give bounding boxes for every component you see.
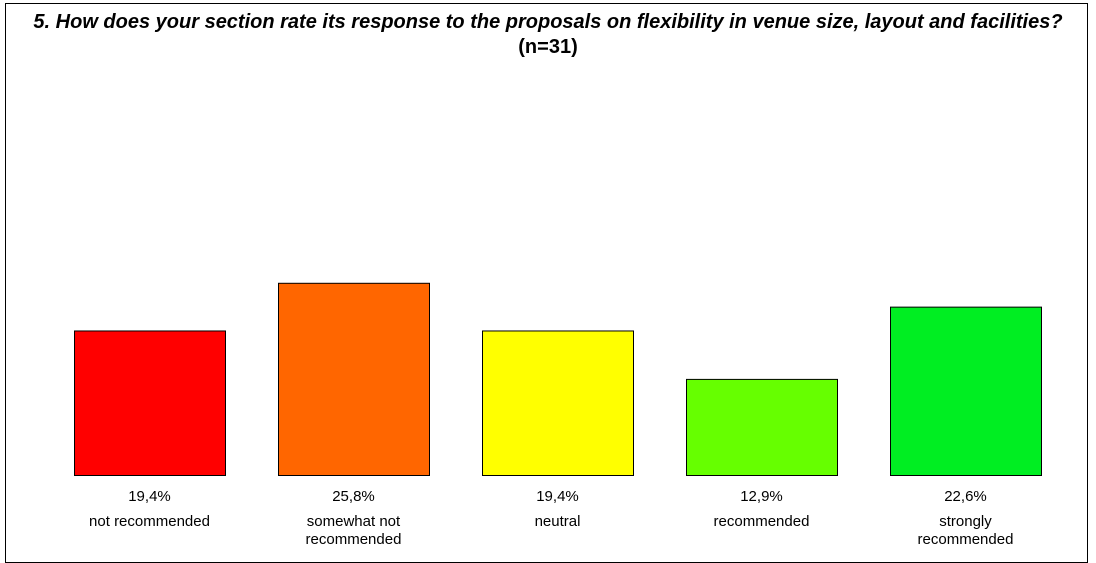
bar-not-recommended [74, 330, 226, 476]
category-label-not-recommended: not recommended [89, 513, 210, 530]
chart-sample-size: (n=31) [518, 36, 578, 58]
chart-question: 5. How does your section rate its respon… [33, 11, 1063, 33]
category-label-somewhat-not-recommended-line-1: somewhat not [307, 513, 401, 530]
category-label-somewhat-not-recommended-line-2: recommended [306, 531, 402, 547]
value-label-somewhat-not-recommended: 25,8% [332, 488, 375, 505]
category-label-neutral: neutral [535, 513, 581, 530]
bar-recommended [686, 378, 838, 476]
value-label-recommended: 12,9% [740, 488, 783, 505]
category-label-strongly-recommended-line-2: recommended [918, 531, 1014, 547]
bar-neutral [482, 330, 634, 476]
category-label-recommended: recommended [714, 513, 810, 530]
bar-group [74, 282, 1042, 477]
chart-title: 5. How does your section rate its respon… [20, 10, 1076, 60]
value-label-not-recommended: 19,4% [128, 488, 171, 505]
value-label-neutral: 19,4% [536, 488, 579, 505]
value-label-strongly-recommended: 22,6% [944, 488, 987, 505]
category-label-strongly-recommended-line-1: strongly [939, 513, 992, 530]
bar-somewhat-not-recommended [278, 282, 430, 477]
bar-strongly-recommended [890, 306, 1042, 476]
